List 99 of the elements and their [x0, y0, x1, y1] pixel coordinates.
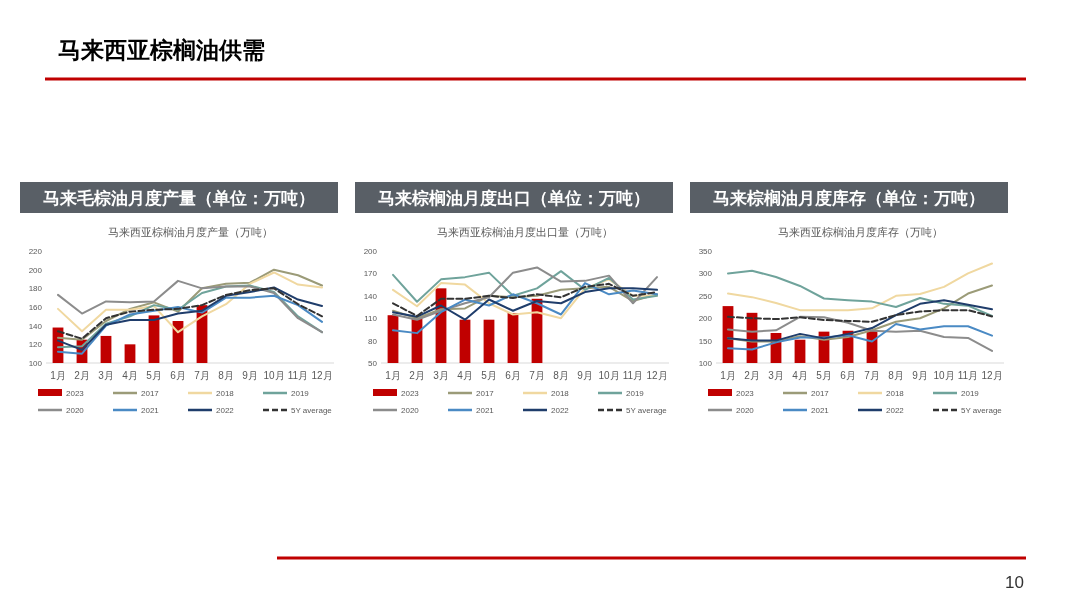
x-tick-label: 10月	[598, 370, 620, 381]
text: 马来西亚棕榈油供需	[58, 37, 265, 63]
chart-subtitle: 马来西亚棕榈油月度库存（万吨）	[777, 226, 943, 238]
legend-label: 2019	[291, 389, 310, 398]
legend-label: 2017	[476, 389, 495, 398]
y-tick-label: 140	[363, 291, 378, 301]
x-tick-label: 1月	[50, 370, 66, 381]
line-series	[727, 299, 993, 342]
legend-label: 2022	[886, 406, 905, 415]
line-series	[727, 269, 993, 317]
line-series	[727, 284, 993, 343]
x-tick-label: 8月	[218, 370, 234, 381]
x-tick-label: 9月	[912, 370, 928, 381]
x-tick-label: 3月	[433, 370, 449, 381]
chart-subtitle: 马来西亚棕榈油月度出口量（万吨）	[437, 226, 613, 238]
x-tick-label: 5月	[481, 370, 497, 381]
line-series	[57, 287, 323, 340]
line-series	[57, 294, 323, 355]
y-tick-label: 200	[363, 247, 378, 256]
line-series	[392, 270, 658, 303]
legend-label: 2022	[216, 406, 235, 415]
x-tick-label: 4月	[122, 370, 138, 381]
y-tick-label: 50	[368, 359, 378, 368]
line-series	[727, 315, 993, 352]
x-tick-label: 11月	[957, 370, 979, 381]
y-tick-label: 350	[698, 247, 713, 256]
chart-subtitle: 马来西亚棕榈油月度产量（万吨）	[107, 226, 273, 238]
legend-label: 2020	[66, 406, 85, 415]
x-tick-label: 8月	[553, 370, 569, 381]
line-series	[727, 323, 993, 351]
x-tick-label: 5月	[816, 370, 832, 381]
x-tick-label: 1月	[385, 370, 401, 381]
chart-title: 马来毛棕油月度产量（单位：万吨）	[43, 189, 315, 208]
text: 10	[1005, 573, 1024, 592]
x-tick-label: 2月	[74, 370, 90, 381]
y-tick-label: 220	[28, 247, 43, 256]
x-tick-label: 3月	[768, 370, 784, 381]
y-tick-label: 300	[698, 269, 713, 279]
x-tick-label: 10月	[933, 370, 955, 381]
legend-label: 2022	[551, 406, 570, 415]
x-tick-label: 6月	[505, 370, 521, 381]
legend-label: 2020	[401, 406, 420, 415]
y-tick-label: 100	[28, 359, 43, 368]
legend-label: 2018	[551, 389, 570, 398]
x-tick-label: 4月	[457, 370, 473, 381]
legend-label: 2020	[736, 406, 755, 415]
x-tick-label: 9月	[577, 370, 593, 381]
x-tick-label: 6月	[170, 370, 186, 381]
line-series	[727, 309, 993, 323]
x-tick-label: 5月	[146, 370, 162, 381]
legend-label: 5Y average	[626, 406, 668, 415]
x-tick-label: 3月	[98, 370, 114, 381]
line-series	[392, 266, 658, 321]
x-tick-label: 4月	[792, 370, 808, 381]
legend-label: 2021	[811, 406, 830, 415]
x-tick-label: 11月	[287, 370, 309, 381]
line-series	[727, 262, 993, 312]
y-tick-label: 250	[698, 291, 713, 301]
legend-label: 2017	[141, 389, 160, 398]
x-tick-label: 12月	[981, 370, 1003, 381]
legend-label: 5Y average	[961, 406, 1003, 415]
x-tick-label: 2月	[409, 370, 425, 381]
x-tick-label: 6月	[840, 370, 856, 381]
x-tick-label: 7月	[194, 370, 210, 381]
x-tick-label: 1月	[720, 370, 736, 381]
x-tick-label: 12月	[311, 370, 333, 381]
legend-label: 2023	[736, 389, 755, 398]
legend-label: 2021	[476, 406, 495, 415]
legend-label: 2018	[886, 389, 905, 398]
legend-label: 2019	[626, 389, 645, 398]
y-tick-label: 160	[28, 303, 43, 312]
x-tick-label: 2月	[744, 370, 760, 381]
y-tick-label: 100	[698, 359, 713, 368]
y-tick-label: 170	[363, 269, 378, 279]
x-tick-label: 8月	[888, 370, 904, 381]
legend-label: 2017	[811, 389, 830, 398]
y-tick-label: 120	[28, 340, 43, 350]
x-tick-label: 7月	[529, 370, 545, 381]
legend-label: 5Y average	[291, 406, 333, 415]
y-tick-label: 110	[364, 314, 378, 324]
y-tick-label: 180	[28, 284, 43, 294]
x-tick-label: 10月	[263, 370, 285, 381]
legend-label: 2023	[401, 389, 420, 398]
legend-label: 2019	[961, 389, 980, 398]
y-tick-label: 140	[28, 321, 43, 331]
y-tick-label: 200	[28, 265, 43, 275]
chart-title: 马来棕榈油月度出口（单位：万吨）	[378, 189, 650, 208]
x-tick-label: 12月	[646, 370, 668, 381]
x-tick-label: 9月	[242, 370, 258, 381]
x-tick-label: 11月	[622, 370, 644, 381]
y-tick-label: 150	[698, 336, 713, 346]
legend-label: 2018	[216, 389, 235, 398]
chart-title: 马来棕榈油月度库存（单位：万吨）	[713, 189, 985, 208]
legend-label: 2023	[66, 389, 85, 398]
y-tick-label: 80	[368, 336, 378, 346]
legend-label: 2021	[141, 406, 160, 415]
line-series	[392, 282, 658, 335]
y-tick-label: 200	[698, 314, 713, 324]
x-tick-label: 7月	[864, 370, 880, 381]
